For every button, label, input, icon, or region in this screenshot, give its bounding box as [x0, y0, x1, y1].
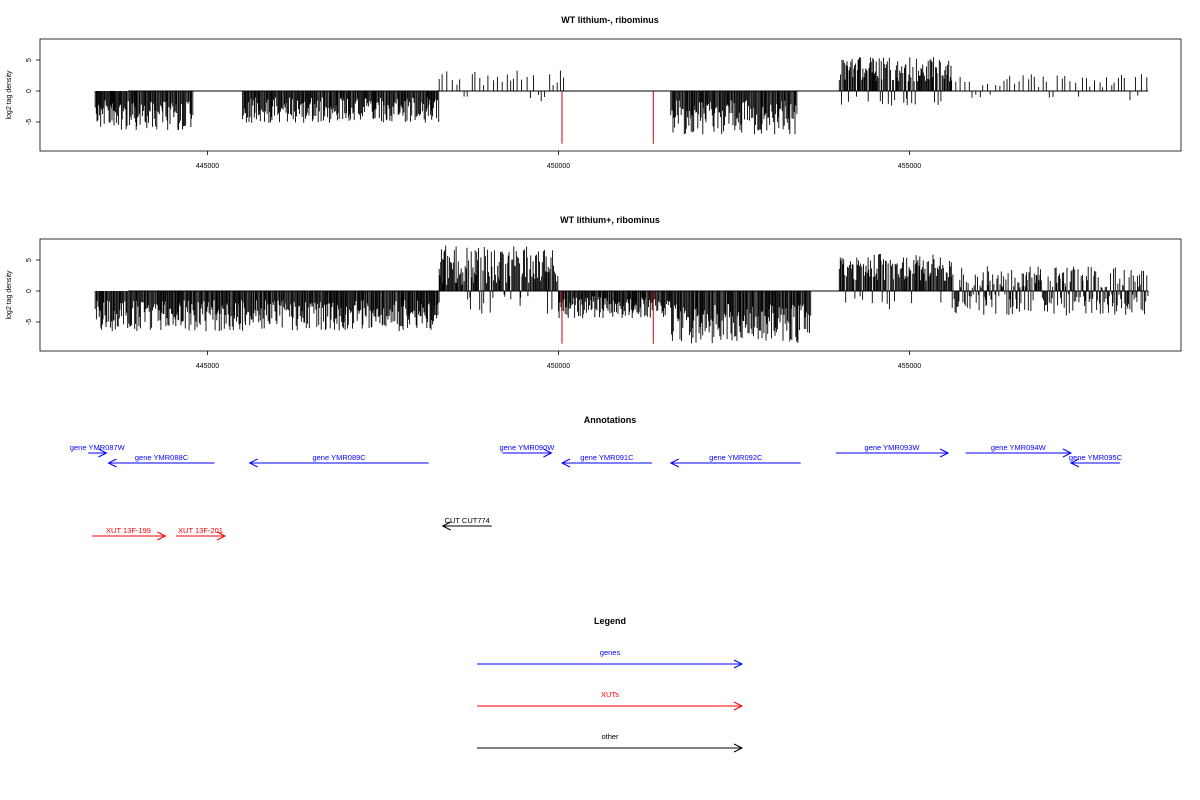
chart-title: WT lithium+, ribominus — [560, 215, 660, 225]
legend-label: XUTs — [601, 690, 619, 699]
highlight-bars — [561, 91, 654, 144]
y-tick-label: -5 — [26, 319, 33, 325]
y-tick-label: -5 — [26, 119, 33, 125]
annotation-features: gene YMR087W gene YMR088C gene YMR089C gene… — [70, 443, 1123, 541]
x-tick-label: 445000 — [196, 363, 219, 370]
y-axis-label: log2 tag density — [6, 270, 13, 320]
highlight-bars — [561, 291, 654, 344]
x-tick-label: 445000 — [196, 163, 219, 170]
feature-arrow — [669, 458, 801, 468]
track-panel-lithium-minus: WT lithium-, ribominus 5 0 -5 445000 450000… — [6, 15, 1182, 170]
track-panel-lithium-plus: WT lithium+, ribominus 5 0 -5 445000 450000… — [6, 215, 1182, 370]
feature-arrow — [107, 458, 215, 468]
feature-arrow — [835, 448, 950, 458]
y-axis: 5 0 -5 — [26, 58, 40, 125]
feature-label: gene YMR090W — [499, 443, 555, 452]
x-axis: 445000 450000 455000 — [196, 351, 921, 370]
feature-arrow — [502, 448, 553, 458]
legend-panel: Legend genes XUTs other — [477, 616, 744, 753]
legend-items: genes XUTs other — [477, 648, 744, 753]
plot-frame — [39, 38, 1182, 152]
chart-title: WT lithium-, ribominus — [561, 15, 659, 25]
feature-label: gene YMR089C — [312, 453, 366, 462]
plot-frame — [39, 238, 1182, 352]
feature-arrow — [965, 448, 1073, 458]
feature-arrow — [1069, 458, 1121, 468]
legend-arrow — [477, 743, 744, 753]
x-tick-label: 455000 — [898, 363, 921, 370]
feature-label: gene YMR087W — [70, 443, 126, 452]
feature-label: XUT 13F-201 — [178, 526, 223, 535]
bar-marks — [94, 245, 1149, 344]
feature-arrow — [441, 521, 492, 531]
x-tick-label: 450000 — [547, 163, 570, 170]
feature-label: gene YMR088C — [135, 453, 189, 462]
x-tick-label: 450000 — [547, 363, 570, 370]
y-tick-label: 0 — [26, 89, 33, 93]
feature-label: gene YMR094W — [991, 443, 1047, 452]
y-axis: 5 0 -5 — [26, 258, 40, 325]
legend-title: Legend — [594, 616, 626, 626]
annotations-title: Annotations — [584, 415, 637, 425]
feature-label: XUT 13F-199 — [106, 526, 151, 535]
bar-marks — [94, 57, 1148, 135]
y-tick-label: 0 — [26, 289, 33, 293]
feature-label: CUT CUT774 — [445, 516, 490, 525]
legend-label: other — [601, 732, 619, 741]
y-axis-label: log2 tag density — [6, 70, 13, 120]
x-axis: 445000 450000 455000 — [196, 151, 921, 170]
feature-label: gene YMR092C — [709, 453, 763, 462]
feature-label: gene YMR091C — [580, 453, 634, 462]
y-tick-label: 5 — [26, 258, 33, 262]
legend-arrow — [477, 659, 744, 669]
feature-label: gene YMR093W — [865, 443, 921, 452]
feature-arrow — [88, 448, 108, 458]
feature-arrow — [248, 458, 429, 468]
feature-arrow — [91, 531, 167, 541]
feature-arrow — [560, 458, 652, 468]
x-tick-label: 455000 — [898, 163, 921, 170]
feature-arrow — [175, 531, 227, 541]
y-tick-label: 5 — [26, 58, 33, 62]
feature-label: gene YMR095C — [1069, 453, 1123, 462]
legend-arrow — [477, 701, 744, 711]
legend-label: genes — [600, 648, 621, 657]
